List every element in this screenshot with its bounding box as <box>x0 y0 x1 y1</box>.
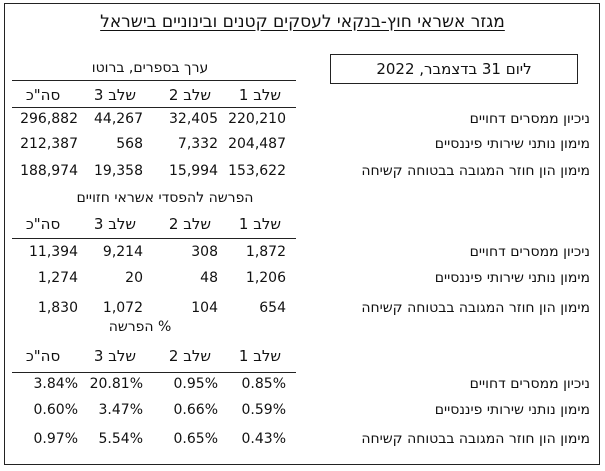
row-label: מימון נותני שירותי פיננסיים <box>434 270 590 286</box>
header-underline <box>12 238 296 239</box>
table-cell: 3.84% <box>33 376 78 392</box>
page-title: מגזר אשראי חוץ-בנקאי לעסקים קטנים ובינונ… <box>100 12 505 32</box>
table-cell: 0.97% <box>33 431 78 447</box>
table-cell: 104 <box>191 300 218 316</box>
table-cell: 1,274 <box>37 270 78 286</box>
table-cell: 296,882 <box>20 111 78 127</box>
table-cell: 5.54% <box>98 431 143 447</box>
table-cell: 188,974 <box>20 163 78 179</box>
column-header: סה"כ <box>25 347 61 365</box>
table-cell: 19,358 <box>94 163 143 179</box>
column-header: שלב 1 <box>238 86 282 104</box>
table-cell: 48 <box>200 270 218 286</box>
column-header: שלב 3 <box>93 347 137 365</box>
row-label: מימון נותני שירותי פיננסיים <box>434 402 590 418</box>
table-cell: 1,072 <box>102 300 143 316</box>
table-cell: 568 <box>116 136 143 152</box>
table-cell: 0.43% <box>241 431 286 447</box>
column-header: סה"כ <box>25 215 61 233</box>
table-cell: 212,387 <box>20 136 78 152</box>
date-label: ליום 31 בדצמבר, 2022 <box>376 60 532 78</box>
table-cell: 0.59% <box>241 402 286 418</box>
row-label: מימון הון חוזר המגובה בבטוחה קשיחה <box>361 163 590 179</box>
row-label: מימון הון חוזר המגובה בבטוחה קשיחה <box>361 431 590 447</box>
column-header: שלב 1 <box>238 347 282 365</box>
table-cell: 15,994 <box>169 163 218 179</box>
column-header: שלב 2 <box>168 86 212 104</box>
table-cell: 3.47% <box>98 402 143 418</box>
table-cell: 44,267 <box>94 111 143 127</box>
table-cell: 0.65% <box>173 431 218 447</box>
table-cell: 0.66% <box>173 402 218 418</box>
row-label: מימון הון חוזר המגובה בבטוחה קשיחה <box>361 300 590 316</box>
table-cell: 220,210 <box>228 111 286 127</box>
table-cell: 20.81% <box>89 376 143 392</box>
table-cell: 1,872 <box>245 244 286 260</box>
row-label: ניכיון ממסרים דחויים <box>469 244 590 260</box>
header-underline <box>12 372 296 373</box>
table-cell: 9,214 <box>102 244 143 260</box>
table-cell: 7,332 <box>177 136 218 152</box>
column-header: שלב 2 <box>168 347 212 365</box>
table-cell: 0.95% <box>173 376 218 392</box>
row-label: ניכיון ממסרים דחויים <box>469 111 590 127</box>
table-cell: 1,206 <box>245 270 286 286</box>
row-label: ניכיון ממסרים דחויים <box>469 376 590 392</box>
section-title-underline <box>12 80 296 81</box>
row-label: מימון נותני שירותי פיננסיים <box>434 136 590 152</box>
table-cell: 11,394 <box>29 244 78 260</box>
column-header: שלב 3 <box>93 215 137 233</box>
column-header: סה"כ <box>25 86 61 104</box>
section-title: % הפרשה <box>108 319 172 335</box>
table-cell: 1,830 <box>37 300 78 316</box>
date-box: ליום 31 בדצמבר, 2022 <box>330 54 578 84</box>
table-cell: 0.85% <box>241 376 286 392</box>
table-cell: 308 <box>191 244 218 260</box>
table-frame <box>4 3 600 465</box>
column-header: שלב 2 <box>168 215 212 233</box>
table-cell: 153,622 <box>228 163 286 179</box>
table-cell: 0.60% <box>33 402 78 418</box>
table-cell: 204,487 <box>228 136 286 152</box>
section-title: ערך בספרים, ברוטו <box>91 60 209 76</box>
table-cell: 654 <box>259 300 286 316</box>
column-header: שלב 1 <box>238 215 282 233</box>
table-cell: 32,405 <box>169 111 218 127</box>
column-header: שלב 3 <box>93 86 137 104</box>
section-title: הפרשה להפסדי אשראי חזויים <box>76 190 254 206</box>
header-underline <box>12 107 296 108</box>
table-cell: 20 <box>125 270 143 286</box>
